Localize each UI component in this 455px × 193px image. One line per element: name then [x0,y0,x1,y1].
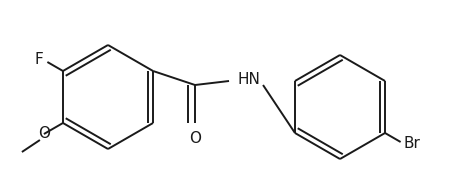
Text: Br: Br [404,135,420,151]
Text: O: O [38,126,50,141]
Text: F: F [35,52,43,68]
Text: O: O [189,131,201,146]
Text: HN: HN [237,71,260,86]
